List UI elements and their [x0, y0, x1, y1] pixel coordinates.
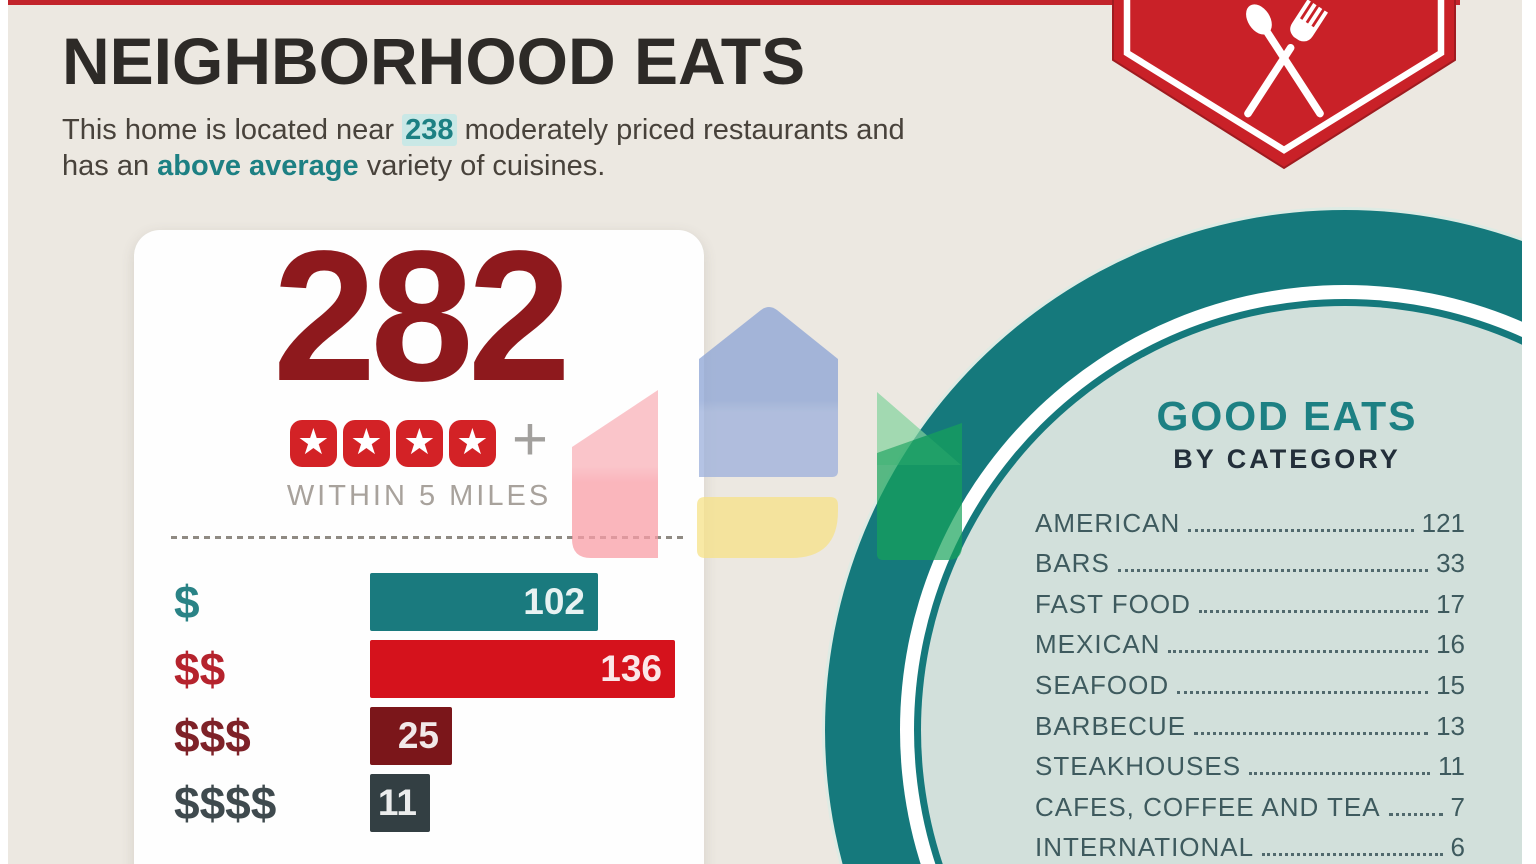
category-label: SEAFOOD [1035, 669, 1170, 700]
intro-part3: has an [62, 150, 158, 182]
category-row: STEAKHOUSES 11 [1035, 746, 1465, 787]
dotted-leader [1262, 853, 1443, 857]
category-label: STEAKHOUSES [1035, 751, 1242, 782]
star-glyph: ★ [350, 420, 383, 462]
price-tier-label: $$ [174, 643, 226, 695]
crossed-spoon-fork-icon [1244, 0, 1328, 118]
category-label: CAFES, COFFEE AND TEA [1035, 791, 1381, 822]
category-value: 17 [1436, 588, 1465, 619]
price-tier-value: 102 [523, 581, 585, 622]
star-glyph: ★ [297, 420, 330, 462]
dotted-leader [1249, 772, 1430, 776]
price-tier-value: 136 [600, 648, 662, 689]
good-eats-subtitle: BY CATEGORY [1173, 444, 1401, 475]
category-list: AMERICAN 121 BARS 33 FAST FOOD 17 MEXICAN 16 SEA… [1035, 502, 1465, 864]
price-tier-chart: $102 $$ 136 $$$ 25 $$$$ 11 [171, 573, 704, 841]
neighborhood-eats-infographic: NEIGHBORHOOD EATS This home is located n… [8, 0, 1522, 864]
summary-card: 282 ★ ★ ★ ★ + WITHIN 5 MILES $102 $$ 136 $$$ 25 $… [134, 224, 704, 864]
category-label: MEXICAN [1035, 629, 1161, 660]
category-label: INTERNATIONAL [1035, 832, 1255, 863]
dotted-leader [1177, 690, 1429, 694]
category-row: BARBECUE 13 [1035, 705, 1465, 746]
dotted-leader [1168, 650, 1429, 654]
house-logo-watermark-icon [572, 307, 962, 560]
dotted-leader [1388, 812, 1443, 816]
category-row: SEAFOOD 15 [1035, 664, 1465, 705]
price-tier-bar: 11 [370, 774, 430, 832]
rating-star-icon: ★ [342, 420, 390, 467]
star-rating: ★ ★ ★ ★ + [134, 409, 704, 471]
dotted-leader [1198, 609, 1429, 613]
category-row: BARS 33 [1035, 543, 1465, 584]
rating-star-icon: ★ [395, 420, 443, 467]
price-tier-row: $$$$ 11 [171, 774, 704, 832]
category-row: INTERNATIONAL 6 [1035, 827, 1465, 864]
category-row: CAFES, COFFEE AND TEA 7 [1035, 786, 1465, 827]
range-label: WITHIN 5 MILES [286, 480, 552, 512]
dotted-leader [1194, 731, 1429, 735]
category-value: 121 [1421, 507, 1465, 538]
intro-part4: variety of cuisines. [358, 150, 606, 182]
badge-inner-border [1123, 0, 1445, 154]
price-tier-bar: 136 [370, 640, 675, 698]
price-tier-bar: 102 [370, 573, 598, 631]
rating-star-icon: ★ [289, 420, 337, 467]
category-value: 6 [1450, 832, 1465, 863]
price-tier-label: $$$$ [174, 777, 277, 829]
category-label: AMERICAN [1035, 507, 1181, 538]
category-label: BARS [1035, 548, 1110, 579]
price-tier-value: 25 [397, 715, 439, 756]
dotted-leader [1188, 528, 1414, 532]
price-tier-row: $$$ 25 [171, 707, 704, 765]
price-tier-bar: 25 [370, 707, 452, 765]
category-label: BARBECUE [1035, 710, 1187, 741]
variety-emphasis: above average [157, 150, 359, 182]
good-eats-title: GOOD EATS [1156, 393, 1418, 439]
category-value: 13 [1436, 710, 1465, 741]
intro-part1: This home is located near [62, 114, 403, 146]
category-value: 33 [1436, 548, 1465, 579]
plus-sign: + [511, 405, 549, 474]
dotted-divider [171, 536, 684, 539]
top-accent-bar [8, 0, 1460, 5]
category-row: MEXICAN 16 [1035, 624, 1465, 665]
price-tier-row: $102 [171, 573, 704, 631]
rating-star-icon: ★ [448, 420, 496, 467]
total-restaurants: 282 [272, 213, 571, 420]
star-glyph: ★ [456, 420, 489, 462]
category-value: 15 [1436, 669, 1465, 700]
star-glyph: ★ [403, 420, 436, 462]
price-tier-label: $ [174, 576, 200, 628]
price-tier-label: $$$ [174, 710, 251, 762]
good-eats-heading: GOOD EATS BY CATEGORY [1077, 393, 1497, 475]
restaurant-badge [1112, 0, 1456, 170]
category-value: 11 [1438, 751, 1465, 782]
page-title: NEIGHBORHOOD EATS [62, 24, 806, 98]
category-row: AMERICAN 121 [1035, 502, 1465, 543]
intro-text: This home is located near 238 moderately… [62, 112, 1092, 184]
price-tier-value: 11 [377, 782, 417, 823]
category-value: 7 [1450, 791, 1465, 822]
badge-shield [1112, 0, 1456, 170]
category-label: FAST FOOD [1035, 588, 1191, 619]
category-row: FAST FOOD 17 [1035, 583, 1465, 624]
restaurant-count: 238 [402, 114, 457, 146]
dotted-leader [1117, 569, 1429, 573]
price-tier-row: $$ 136 [171, 640, 704, 698]
category-value: 16 [1436, 629, 1465, 660]
intro-part2: moderately priced restaurants and [456, 114, 905, 146]
